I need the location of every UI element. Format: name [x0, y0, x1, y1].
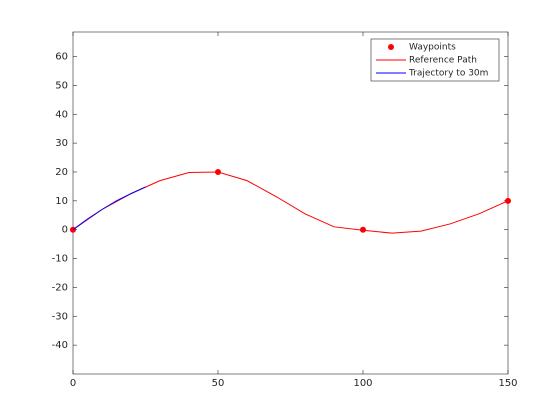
y-tick-label: -20 [52, 282, 68, 293]
y-tick-label: 0 [62, 225, 68, 236]
series-line [72, 186, 146, 231]
waypoint [360, 226, 366, 233]
axes-box [72, 31, 509, 375]
y-tick-label: -30 [52, 311, 68, 322]
y-tick-label: 50 [55, 80, 68, 91]
legend-label: Waypoints [409, 43, 456, 53]
y-tick-label: 30 [55, 138, 68, 149]
y-tick-label: 60 [55, 52, 68, 63]
x-tick-label: 150 [498, 378, 517, 389]
series-line [72, 171, 509, 234]
x-tick-label: 100 [353, 378, 372, 389]
y-tick-label: -40 [52, 340, 68, 351]
y-tick-label: 40 [55, 109, 68, 120]
y-tick-label: -10 [52, 254, 68, 265]
y-tick-label: 10 [55, 196, 68, 207]
y-tick-label: 20 [55, 167, 68, 178]
x-tick-label: 50 [212, 378, 225, 389]
legend-label: Reference Path [409, 56, 477, 66]
legend-marker [388, 44, 394, 50]
x-tick-label: 0 [70, 378, 76, 389]
legend-label: Trajectory to 30m [408, 69, 488, 79]
